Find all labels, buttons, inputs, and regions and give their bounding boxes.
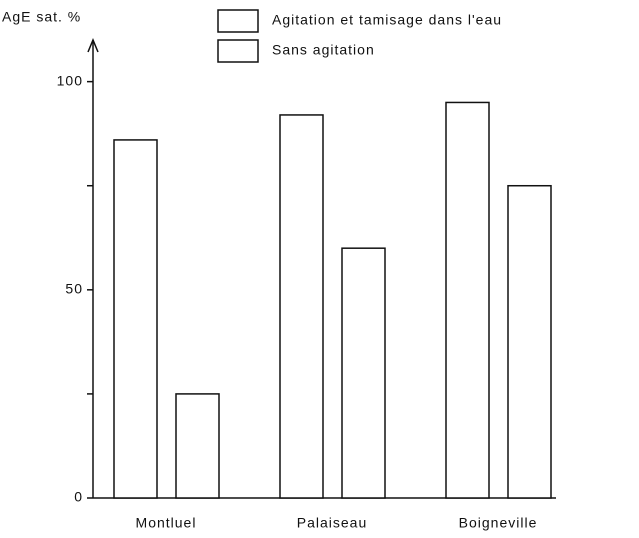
bar — [113, 139, 158, 499]
y-tick-label: 0 — [74, 489, 83, 505]
x-tick-label: Montluel — [136, 515, 197, 531]
bar — [279, 114, 324, 499]
x-tick-label: Palaiseau — [297, 515, 368, 531]
legend-swatch — [217, 39, 259, 63]
bar — [507, 184, 552, 499]
y-tick-label: 50 — [65, 281, 83, 297]
legend-label: Agitation et tamisage dans l'eau — [272, 12, 502, 28]
x-tick-label: Boigneville — [459, 515, 538, 531]
y-tick-label: 100 — [57, 72, 83, 88]
y-axis-label: AgE sat. % — [2, 9, 81, 25]
bar — [341, 247, 386, 499]
legend-swatch — [217, 9, 259, 33]
legend-label: Sans agitation — [272, 42, 375, 58]
bar — [445, 101, 490, 499]
bar — [175, 393, 220, 499]
y-axis-arrow — [87, 38, 99, 53]
